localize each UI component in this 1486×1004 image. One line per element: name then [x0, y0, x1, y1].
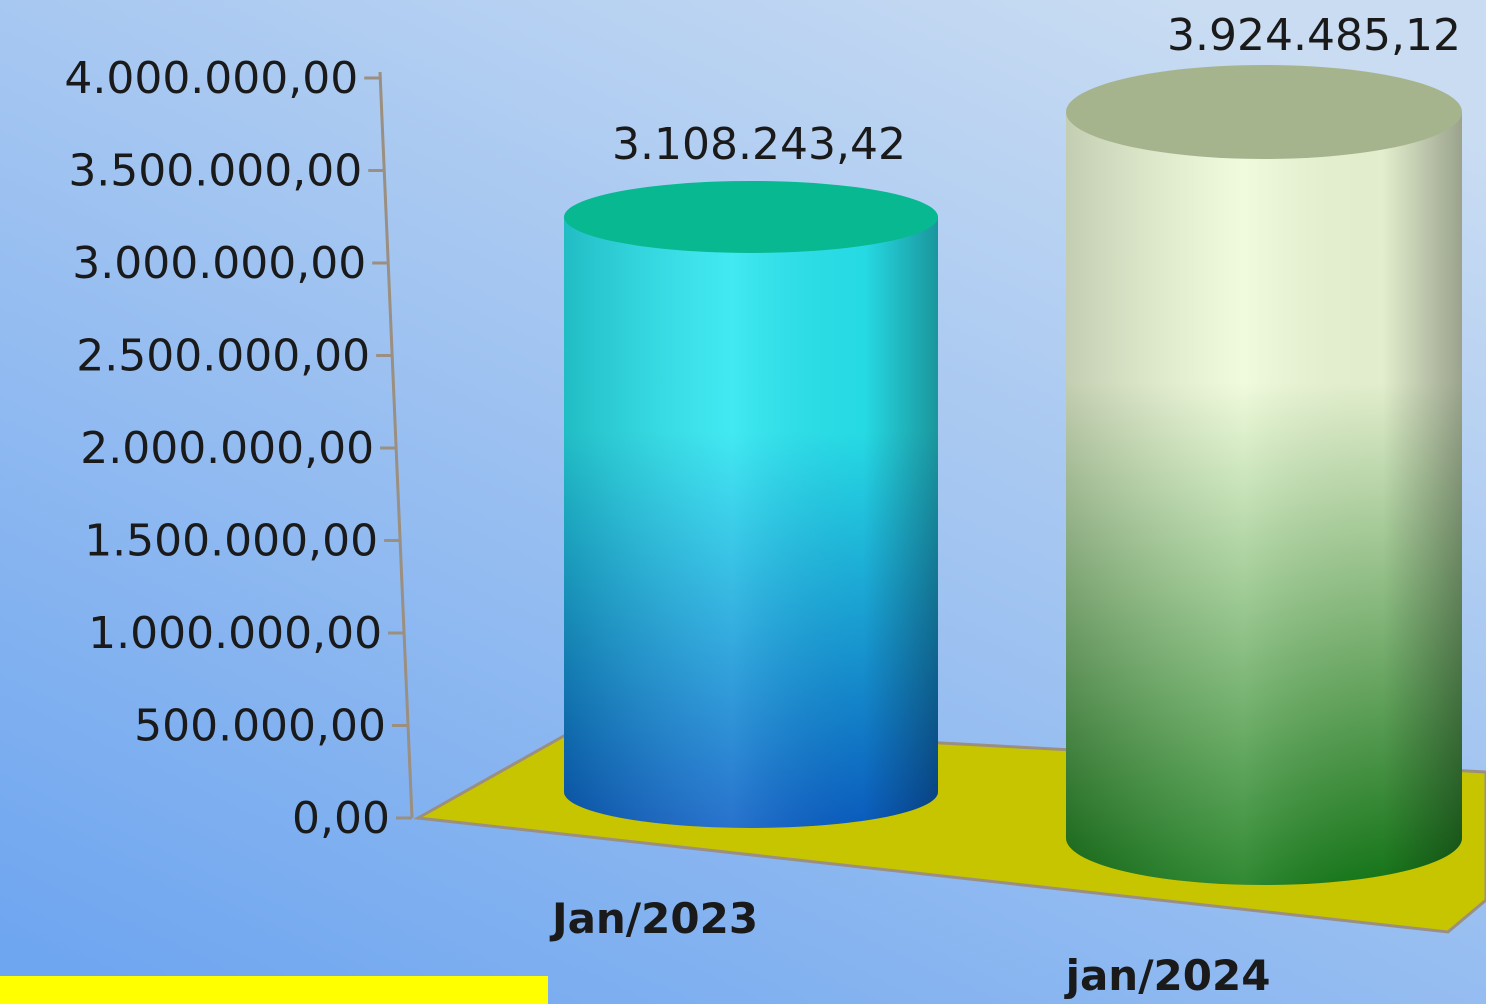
data-label: 3.108.243,42 [612, 119, 906, 170]
bar-shading [564, 216, 938, 828]
data-label: 3.924.485,12 [1167, 10, 1461, 61]
data-labels: 3.108.243,42 3.924.485,12 [612, 10, 1461, 170]
y-tick-label: 4.000.000,00 [64, 53, 358, 104]
y-tick-label: 1.000.000,00 [88, 608, 382, 659]
category-label: Jan/2023 [549, 894, 758, 943]
corner-box [0, 976, 548, 1004]
y-axis-line [378, 71, 414, 819]
y-tick-label: 0,00 [292, 793, 390, 844]
y-tick-label: 500.000,00 [134, 701, 386, 752]
bar-top [1066, 64, 1462, 159]
y-tick-label: 2.500.000,00 [76, 331, 370, 382]
bar-2 [1066, 64, 1462, 885]
y-tick-label: 3.500.000,00 [68, 146, 362, 197]
y-axis-ticks: 0,00 500.000,00 1.000.000,00 1.500.000,00 2.… [64, 53, 412, 844]
y-tick-label: 2.000.000,00 [80, 423, 374, 474]
category-labels: Jan/2023 jan/2024 [549, 894, 1270, 1000]
category-label: jan/2024 [1064, 951, 1271, 1000]
bar-shading [1066, 111, 1462, 885]
y-tick-label: 1.500.000,00 [84, 516, 378, 567]
bar-top [564, 180, 938, 253]
bar-series [564, 64, 1462, 885]
bar-1 [564, 180, 938, 828]
y-tick-label: 3.000.000,00 [72, 238, 366, 289]
